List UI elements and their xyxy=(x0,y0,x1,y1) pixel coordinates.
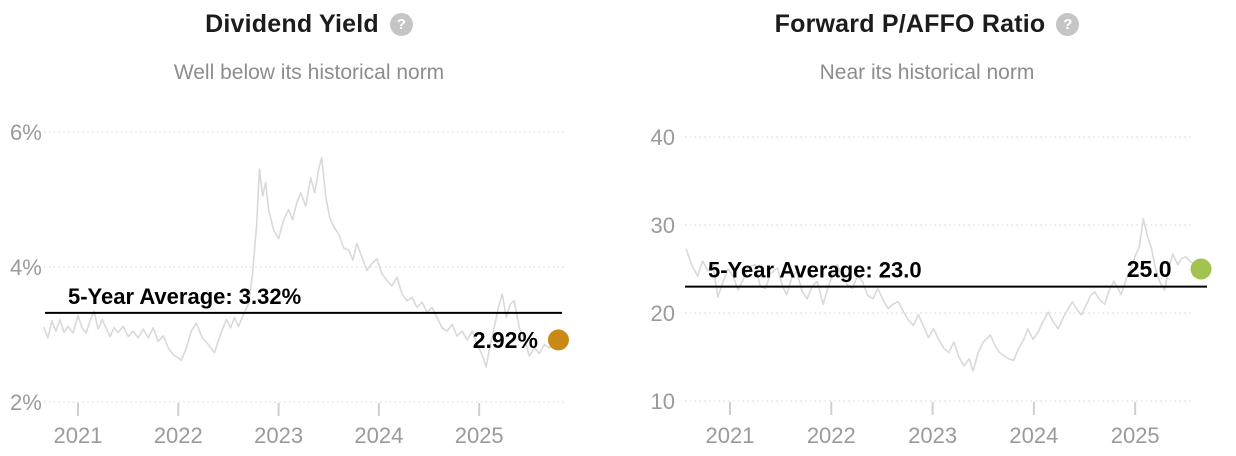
x-axis-label: 2021 xyxy=(54,423,103,448)
y-axis-label: 20 xyxy=(651,301,675,326)
chart-panel-dividend-yield: 6% 4% 2% 2021 2022 2023 2024 2025 5-Year Average… xyxy=(0,10,618,448)
chart-header: Forward P/AFFO Ratio ? xyxy=(618,10,1236,39)
x-axis-label: 2022 xyxy=(154,423,203,448)
current-value-label: 25.0 xyxy=(1127,256,1172,282)
y-axis-label: 10 xyxy=(651,389,675,414)
x-axis-label: 2025 xyxy=(1111,423,1160,448)
average-label: 5-Year Average: 23.0 xyxy=(708,258,922,283)
chart-title: Forward P/AFFO Ratio xyxy=(774,10,1046,38)
x-axis-label: 2021 xyxy=(706,423,755,448)
y-axis-label: 30 xyxy=(651,213,675,238)
y-axis-label: 6% xyxy=(10,120,42,145)
x-axis-label: 2024 xyxy=(1009,423,1058,448)
help-icon[interactable]: ? xyxy=(389,13,413,36)
question-mark-glyph: ? xyxy=(396,16,406,33)
chart-panel-forward-paffo: 40 30 20 10 2021 2022 2023 2024 2025 5-Year Avera… xyxy=(618,0,1236,456)
help-icon[interactable]: ? xyxy=(1056,13,1080,36)
x-axis-label: 2023 xyxy=(254,423,303,448)
series-line xyxy=(685,218,1202,372)
chart-subtitle: Well below its historical norm xyxy=(173,61,445,84)
chart-header: Dividend Yield ? xyxy=(0,10,618,39)
dividend-yield-plot: 6% 4% 2% 2021 2022 2023 2024 2025 5-Year Average… xyxy=(10,120,569,448)
series-line xyxy=(43,156,560,368)
y-axis-label: 2% xyxy=(10,390,42,415)
x-axis-label: 2022 xyxy=(807,423,856,448)
question-mark-glyph: ? xyxy=(1063,16,1073,33)
x-axis-label: 2025 xyxy=(455,423,504,448)
y-axis-label: 4% xyxy=(10,255,42,280)
average-label: 5-Year Average: 3.32% xyxy=(68,284,301,309)
chart-title: Dividend Yield xyxy=(205,10,379,38)
current-value-dot xyxy=(1190,258,1212,280)
x-axis-label: 2024 xyxy=(354,423,403,448)
y-axis-label: 40 xyxy=(651,125,675,150)
chart-subtitle: Near its historical norm xyxy=(819,61,1035,84)
current-value-label: 2.92% xyxy=(473,327,538,353)
x-axis-label: 2023 xyxy=(908,423,957,448)
current-value-dot xyxy=(547,329,569,351)
forward-paffo-plot: 40 30 20 10 2021 2022 2023 2024 2025 5-Year Avera… xyxy=(651,125,1212,448)
